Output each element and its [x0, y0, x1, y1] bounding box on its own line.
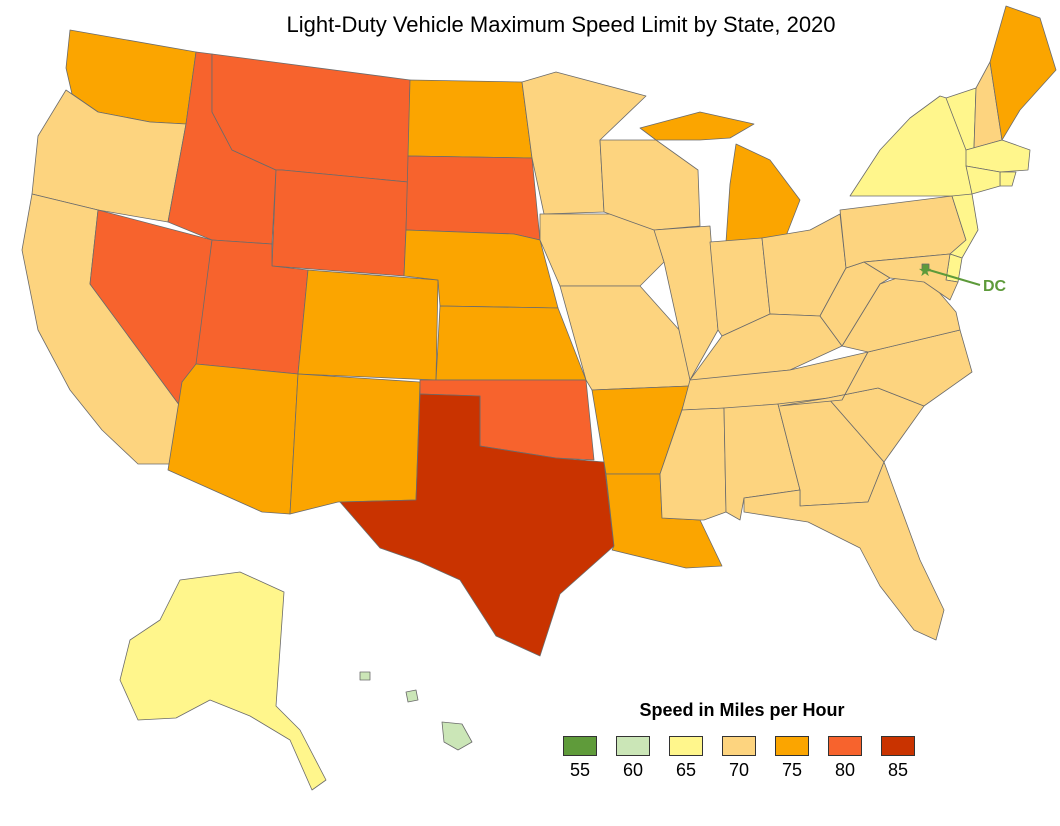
legend-item: 80: [823, 736, 867, 781]
legend-item: 65: [664, 736, 708, 781]
legend-label: 65: [675, 760, 697, 780]
state-me[interactable]: [989, 5, 1057, 141]
state-nm[interactable]: [289, 373, 421, 515]
legend-item: 70: [717, 736, 761, 781]
state-ct[interactable]: [965, 165, 1001, 195]
legend-swatch: [722, 736, 756, 756]
legend-item: 55: [558, 736, 602, 781]
state-hi[interactable]: [359, 671, 473, 751]
state-az[interactable]: [167, 363, 299, 515]
legend-label: 75: [781, 760, 803, 780]
state-nd[interactable]: [407, 79, 533, 159]
dc-star-icon: ★: [918, 263, 932, 280]
legend-swatch: [828, 736, 862, 756]
legend-item: 75: [770, 736, 814, 781]
legend-label: 85: [887, 760, 909, 780]
legend-swatch: [881, 736, 915, 756]
legend-label: 55: [569, 760, 591, 780]
map-title: Light-Duty Vehicle Maximum Speed Limit b…: [286, 12, 836, 37]
legend-item: 60: [611, 736, 655, 781]
state-ri[interactable]: [999, 171, 1017, 187]
state-fl[interactable]: [743, 461, 945, 641]
legend-swatch: [775, 736, 809, 756]
states-layer: [21, 5, 1057, 791]
state-md[interactable]: [863, 253, 959, 301]
legend-item: 85: [876, 736, 920, 781]
state-tx[interactable]: [339, 393, 615, 657]
legend-swatch: [563, 736, 597, 756]
legend-label: 70: [728, 760, 750, 780]
legend-title: Speed in Miles per Hour: [639, 700, 845, 720]
legend-label: 80: [834, 760, 856, 780]
state-sd[interactable]: [405, 155, 541, 241]
legend-swatch: [616, 736, 650, 756]
state-ks[interactable]: [435, 305, 587, 381]
state-co[interactable]: [297, 269, 439, 381]
state-il[interactable]: [653, 225, 719, 381]
legend-swatch: [669, 736, 703, 756]
state-wy[interactable]: [271, 169, 409, 277]
state-ak[interactable]: [119, 571, 327, 791]
legend-label: 60: [622, 760, 644, 780]
dc-label: DC: [983, 278, 1007, 295]
dc-pointer-line: [928, 269, 981, 286]
